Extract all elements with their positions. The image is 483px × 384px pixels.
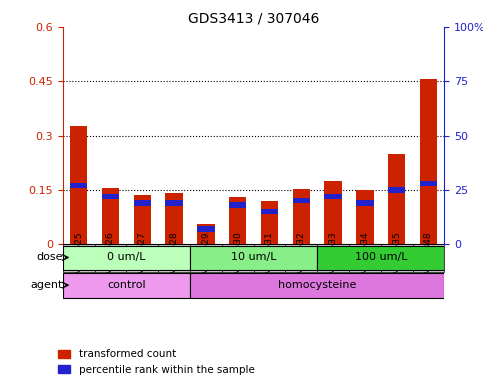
Text: GSM240535: GSM240535 bbox=[392, 231, 401, 286]
Bar bbox=[324, 194, 342, 199]
Bar bbox=[229, 202, 246, 208]
Text: 0 um/L: 0 um/L bbox=[107, 252, 146, 263]
Bar bbox=[317, 246, 444, 270]
Bar bbox=[356, 200, 374, 205]
Bar bbox=[356, 190, 374, 244]
Bar bbox=[222, 244, 254, 273]
Bar bbox=[261, 201, 278, 244]
Bar bbox=[63, 244, 95, 273]
Bar bbox=[102, 194, 119, 199]
Text: GSM240532: GSM240532 bbox=[297, 231, 306, 286]
Text: control: control bbox=[107, 280, 146, 290]
Bar bbox=[190, 244, 222, 273]
Bar bbox=[229, 197, 246, 244]
Text: GSM240848: GSM240848 bbox=[424, 231, 433, 286]
Bar bbox=[197, 224, 214, 244]
Bar bbox=[95, 244, 127, 273]
Bar bbox=[420, 180, 437, 186]
Bar bbox=[324, 181, 342, 244]
Bar bbox=[261, 209, 278, 214]
Text: GSM240527: GSM240527 bbox=[138, 231, 147, 286]
Text: GSM240525: GSM240525 bbox=[74, 231, 83, 286]
Bar bbox=[388, 154, 405, 244]
Bar bbox=[102, 188, 119, 244]
Bar bbox=[133, 195, 151, 244]
Text: GSM240528: GSM240528 bbox=[170, 231, 179, 286]
Text: homocysteine: homocysteine bbox=[278, 280, 356, 290]
Bar bbox=[165, 194, 183, 244]
Bar bbox=[349, 244, 381, 273]
Bar bbox=[70, 183, 87, 188]
Bar bbox=[254, 244, 285, 273]
Text: GSM240529: GSM240529 bbox=[201, 231, 211, 286]
Bar bbox=[63, 246, 190, 270]
Text: GSM240533: GSM240533 bbox=[328, 231, 338, 286]
Bar bbox=[293, 189, 310, 244]
Text: GSM240530: GSM240530 bbox=[233, 231, 242, 286]
Text: 100 um/L: 100 um/L bbox=[355, 252, 407, 263]
Bar bbox=[412, 244, 444, 273]
Text: dose: dose bbox=[36, 252, 63, 263]
Legend: transformed count, percentile rank within the sample: transformed count, percentile rank withi… bbox=[54, 345, 258, 379]
Bar bbox=[190, 246, 317, 270]
Bar bbox=[317, 244, 349, 273]
Bar bbox=[420, 79, 437, 244]
Bar bbox=[63, 273, 190, 298]
Bar bbox=[70, 126, 87, 244]
Title: GDS3413 / 307046: GDS3413 / 307046 bbox=[188, 12, 319, 26]
Text: GSM240534: GSM240534 bbox=[360, 231, 369, 286]
Bar bbox=[133, 200, 151, 205]
Text: agent: agent bbox=[30, 280, 63, 290]
Text: GSM240526: GSM240526 bbox=[106, 231, 115, 286]
Bar bbox=[165, 200, 183, 205]
Bar bbox=[158, 244, 190, 273]
Bar bbox=[285, 244, 317, 273]
Bar bbox=[127, 244, 158, 273]
Bar bbox=[190, 273, 444, 298]
Bar bbox=[388, 187, 405, 193]
Text: 10 um/L: 10 um/L bbox=[231, 252, 276, 263]
Bar bbox=[197, 226, 214, 232]
Bar bbox=[293, 198, 310, 204]
Text: GSM240531: GSM240531 bbox=[265, 231, 274, 286]
Bar bbox=[381, 244, 412, 273]
